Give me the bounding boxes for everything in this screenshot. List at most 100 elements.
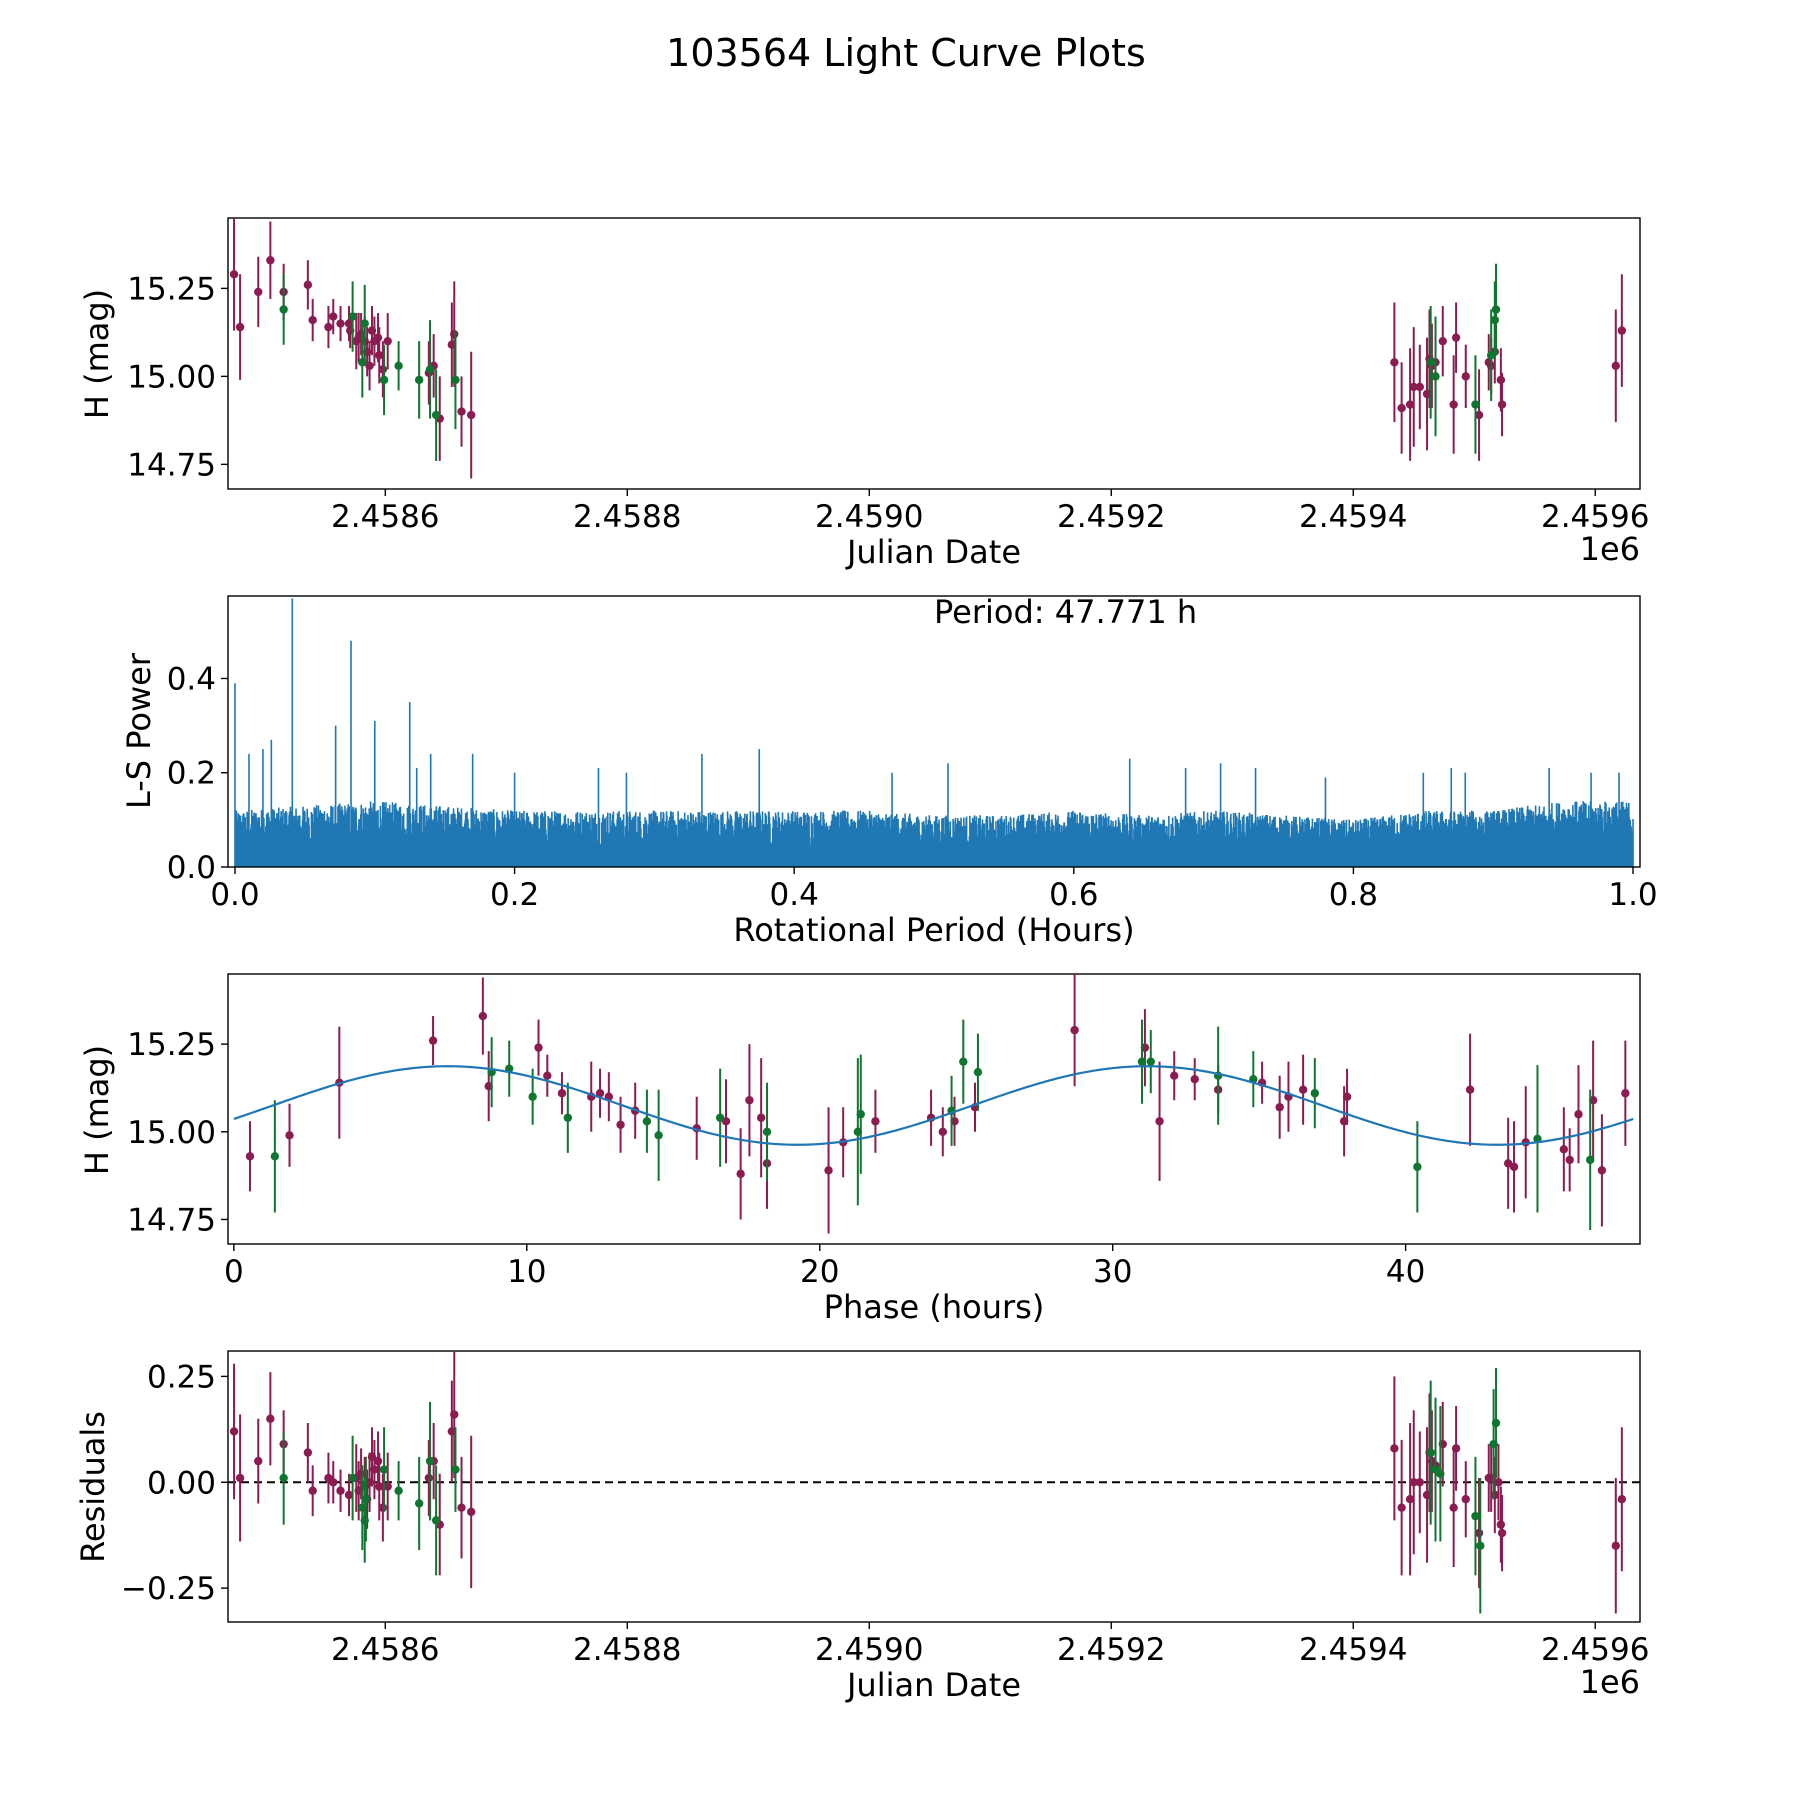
residuals-point-band_a [373,1456,383,1466]
residuals-point-band_b [348,1473,357,1483]
residuals-point-band_b [279,1473,288,1483]
lightcurve-point-band_a [266,256,275,265]
lightcurve-point-band_b [1471,400,1480,409]
residuals-point-band_a [1494,1478,1503,1487]
residuals-point-band_a [1415,1478,1424,1487]
lightcurve-point-band_a [1611,361,1621,371]
phased-point-band_a [824,1166,833,1175]
lightcurve-point-band_a [1461,372,1470,381]
periodogram-ytick-label: 0.2 [167,756,216,792]
phased-ticks: 0 10 20 30 40 14.75 15.00 15.25 [127,1027,1425,1290]
phased-point-band_a [938,1127,947,1136]
phased-points [245,974,1630,1234]
lightcurve-point-band_b [431,410,441,420]
periodogram-ytick-label: 0.0 [167,850,216,886]
residuals-point-band_a [336,1486,345,1495]
residuals-point-band_a [1497,1528,1507,1538]
periodogram-ylabel: L-S Power [120,652,158,809]
residuals-point-band_a [229,1427,239,1436]
lightcurve-point-band_b [1486,351,1496,360]
lightcurve-xlabel: Julian Date [845,533,1021,571]
residuals-point-band_a [370,1465,379,1474]
phased-ylabel: H (mag) [78,1045,116,1175]
figure-title: 103564 Light Curve Plots [666,31,1146,75]
lightcurve-point-band_b [1491,305,1501,314]
phased-ytick-label: 15.25 [127,1027,216,1063]
phased-point-band_a [1565,1155,1574,1165]
phased-point-band_b [528,1092,537,1101]
phased-ytick-label: 15.00 [127,1115,216,1151]
residuals-point-band_b [361,1495,371,1504]
periodogram-xtick-label: 0.2 [490,877,539,913]
residuals-ytick-label: 0.25 [147,1359,216,1395]
periodogram-frame [227,595,1641,868]
periodogram-noise-floor [234,845,1634,867]
periodogram-line [234,598,1634,867]
phased-point-band_b [1585,1155,1595,1165]
phased-point-band_b [973,1067,983,1077]
phased-point-band_b [563,1113,573,1122]
lightcurve-point-band_b [360,319,369,328]
phased-point-band_b [1146,1057,1155,1066]
periodogram-xtick-label: 0.8 [1329,877,1378,913]
lightcurve-xtick-label: 2.4594 [1299,499,1407,535]
residuals-point-band_a [1461,1495,1470,1504]
lightcurve-xtick-label: 2.4588 [573,499,681,535]
residuals-point-band_b [451,1465,460,1474]
phased-xlabel: Phase (hours) [824,1288,1045,1326]
phased-point-band_b [762,1127,772,1136]
phased-point-band_b [1310,1089,1320,1098]
lightcurve-point-band_a [1451,333,1461,342]
residuals-point-band_a [457,1503,466,1512]
phased-point-band_a [756,1113,766,1122]
residuals-xtick-label: 2.4588 [573,1632,681,1668]
lightcurve-xtick-label: 2.4592 [1057,499,1165,535]
periodogram-xlabel: Rotational Period (Hours) [733,911,1134,949]
lightcurve-point-band_b [379,375,389,385]
residuals-point-band_a [378,1503,388,1512]
residuals-xlabel: Julian Date [845,1666,1021,1704]
lightcurve-point-band_a [365,361,374,371]
lightcurve-ylabel: H (mag) [78,289,116,419]
residuals-point-band_a [1496,1520,1506,1529]
phased-model-curve [233,1065,1634,1146]
residuals-xtick-label: 2.4596 [1541,1632,1649,1668]
phased-point-band_a [595,1089,605,1098]
lightcurve-point-band_a [383,336,392,346]
lightcurve-point-band_b [348,312,357,321]
lightcurve-ytick-label: 14.75 [127,447,216,483]
lightcurve-point-band_a [336,319,345,328]
residuals-xtick-label: 2.4592 [1057,1632,1165,1668]
residuals-point-band_a [383,1482,392,1491]
phased-point-band_a [1597,1166,1607,1175]
lightcurve-point-band_a [1497,400,1507,409]
lightcurve-point-band_a [1390,358,1399,367]
phased-point-band_a [1559,1145,1569,1154]
residuals-point-band_a [308,1486,317,1495]
phased-point-band_b [270,1152,280,1161]
lightcurve-point-band_a [329,312,338,321]
phased-point-band_a [534,1043,543,1052]
phased-point-band_a [557,1089,567,1098]
residuals-point-band_b [1436,1469,1445,1478]
residuals-frame [227,1350,1641,1623]
lightcurve-point-band_a [1415,382,1424,392]
lightcurve-xtick-label: 2.4586 [331,499,439,535]
residuals-point-band_a [1390,1444,1399,1453]
panel-phased: 0 10 20 30 40 14.75 15.00 15.25 Phase (hours) H… [78,973,1641,1326]
residuals-point-band_b [1471,1511,1480,1521]
residuals-point-band_a [1397,1503,1406,1512]
lightcurve-frame [227,217,1641,490]
residuals-point-band_a [1449,1503,1458,1512]
lightcurve-point-band_a [1397,403,1406,413]
phased-point-band_a [1621,1089,1630,1098]
residuals-point-band_b [425,1456,435,1466]
phased-point-band_b [715,1113,725,1122]
lightcurve-point-band_b [451,375,460,385]
lightcurve-xtick-label: 2.4596 [1541,499,1649,535]
residuals-point-band_a [450,1410,459,1419]
residuals-offset-text: 1e6 [1580,1663,1640,1701]
lightcurve-point-band_a [1405,400,1415,409]
lightcurve-point-band_a [378,365,388,374]
residuals-point-band_b [360,1516,369,1525]
